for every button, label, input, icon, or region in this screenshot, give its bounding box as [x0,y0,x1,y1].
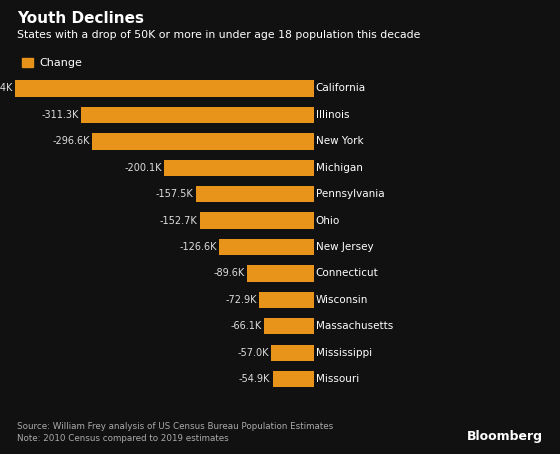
Bar [92,133,314,149]
Text: Massachusetts: Massachusetts [316,321,393,331]
Bar [196,186,314,202]
Bar [164,159,314,176]
Bar [264,318,314,335]
Text: -296.6K: -296.6K [53,136,90,146]
Text: Illinois: Illinois [316,110,349,120]
Bar [219,239,314,255]
Text: States with a drop of 50K or more in under age 18 population this decade: States with a drop of 50K or more in und… [17,30,420,39]
Bar [199,212,314,229]
Text: -157.5K: -157.5K [156,189,194,199]
Text: Connecticut: Connecticut [316,268,379,278]
Text: Pennsylvania: Pennsylvania [316,189,385,199]
Bar [273,371,314,387]
Text: California: California [316,84,366,94]
Text: Source: William Frey analysis of US Census Bureau Population Estimates
Note: 201: Source: William Frey analysis of US Cens… [17,422,333,443]
Text: New Jersey: New Jersey [316,242,374,252]
Text: -89.6K: -89.6K [213,268,245,278]
Text: Michigan: Michigan [316,163,363,173]
Text: -126.6K: -126.6K [179,242,217,252]
Text: -72.9K: -72.9K [226,295,257,305]
Bar [259,291,314,308]
Bar [247,265,314,281]
Text: -200.1K: -200.1K [124,163,162,173]
Legend: Change: Change [22,58,82,68]
Text: Ohio: Ohio [316,216,340,226]
Text: -54.9K: -54.9K [239,374,270,384]
Text: -66.1K: -66.1K [231,321,262,331]
Text: -57.0K: -57.0K [237,348,269,358]
Text: -311.3K: -311.3K [41,110,79,120]
Text: Missouri: Missouri [316,374,359,384]
Text: Bloomberg: Bloomberg [467,429,543,443]
Text: Youth Declines: Youth Declines [17,11,144,26]
Text: Wisconsin: Wisconsin [316,295,368,305]
Bar [81,107,314,123]
Text: Mississippi: Mississippi [316,348,372,358]
Text: -152.7K: -152.7K [160,216,197,226]
Text: -400.4K: -400.4K [0,84,12,94]
Bar [271,345,314,361]
Text: New York: New York [316,136,363,146]
Bar [15,80,314,97]
